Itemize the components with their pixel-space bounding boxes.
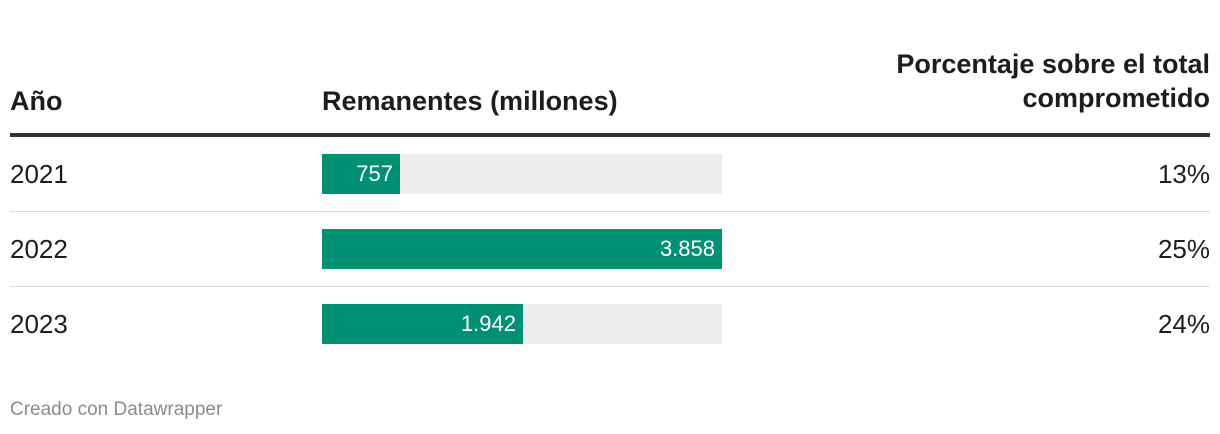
percentage-cell: 13% bbox=[1157, 159, 1210, 189]
table-header: Año Remanentes (millones) Porcentaje sob… bbox=[10, 0, 1210, 137]
percentage-cell: 25% bbox=[1157, 234, 1210, 264]
bar-track: 3.858 bbox=[322, 229, 722, 269]
bar-track: 757 bbox=[322, 154, 722, 194]
year-cell: 2022 bbox=[10, 234, 68, 264]
table-row: 2023 1.942 24% bbox=[10, 287, 1210, 361]
year-cell: 2023 bbox=[10, 309, 68, 339]
bar-value-label: 757 bbox=[356, 161, 393, 186]
column-header-porcentaje-line1: Porcentaje sobre el total bbox=[896, 49, 1210, 79]
bar: 3.858 bbox=[322, 229, 722, 269]
year-cell: 2021 bbox=[10, 159, 68, 189]
column-header-remanentes: Remanentes (millones) bbox=[322, 86, 618, 116]
table-row: 2021 757 13% bbox=[10, 137, 1210, 212]
column-header-porcentaje: Porcentaje sobre el total comprometido bbox=[850, 47, 1210, 115]
bar-value-label: 1.942 bbox=[460, 311, 516, 336]
bar: 1.942 bbox=[322, 304, 523, 344]
bar: 757 bbox=[322, 154, 400, 194]
table-row: 2022 3.858 25% bbox=[10, 212, 1210, 287]
bar-track: 1.942 bbox=[322, 304, 722, 344]
column-header-porcentaje-line2: comprometido bbox=[1022, 83, 1210, 113]
bar-value-label: 3.858 bbox=[659, 236, 715, 261]
column-header-year: Año bbox=[10, 86, 63, 116]
footer-credit: Creado con Datawrapper bbox=[10, 399, 223, 420]
data-table: Año Remanentes (millones) Porcentaje sob… bbox=[10, 0, 1210, 361]
percentage-cell: 24% bbox=[1157, 309, 1210, 339]
